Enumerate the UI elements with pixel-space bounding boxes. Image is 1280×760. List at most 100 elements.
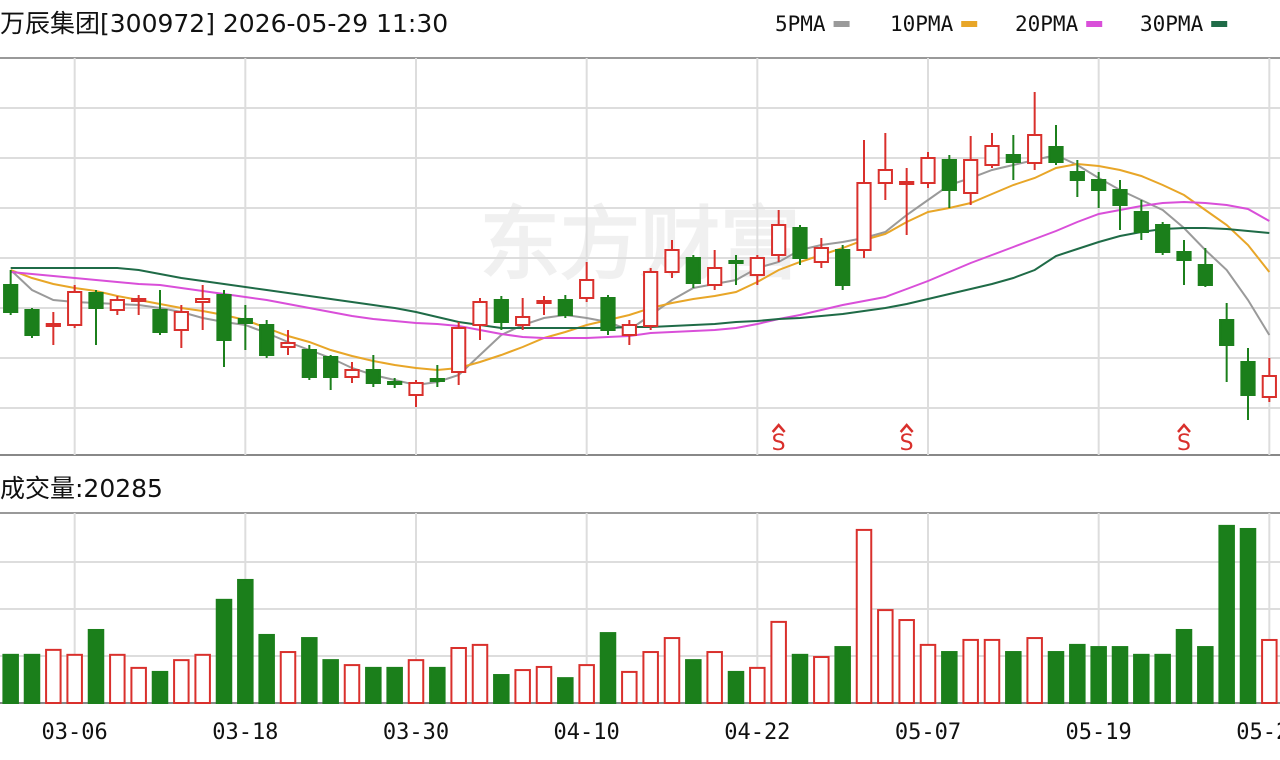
candle-body	[472, 301, 488, 326]
candle-body	[557, 299, 573, 316]
signal-arrow	[1177, 423, 1191, 433]
volume-bar	[471, 643, 489, 705]
volume-bar	[1005, 651, 1022, 705]
volume-bar	[1154, 653, 1171, 705]
volume-bar	[365, 666, 382, 704]
volume-bar	[1197, 646, 1214, 704]
candle-body	[515, 316, 531, 326]
legend-label: 20PMA	[1015, 12, 1079, 36]
candle-body	[835, 249, 851, 286]
volume-bar	[770, 620, 787, 705]
candle-body	[387, 381, 403, 385]
candle-body	[984, 145, 1000, 166]
candle-body	[152, 309, 168, 333]
candle-body	[1176, 251, 1192, 261]
x-tick-label: 05-19	[1066, 720, 1132, 745]
candle-body	[323, 356, 339, 378]
x-tick-label: 04-10	[554, 720, 620, 745]
chart-title: 万辰集团[300972] 2026-05-29 11:30	[0, 9, 448, 38]
volume-title: 成交量:20285	[0, 474, 163, 503]
candle-body	[1027, 134, 1043, 164]
volume-bar	[279, 651, 297, 705]
volume-bar	[962, 638, 979, 704]
volume-bar	[87, 628, 105, 705]
candle-body	[941, 159, 957, 191]
candle-body	[1261, 375, 1277, 398]
candle-body	[3, 284, 19, 313]
volume-bar	[663, 637, 681, 705]
candle-body	[899, 181, 915, 185]
candle-body	[1048, 146, 1064, 163]
volume-bar	[1090, 646, 1107, 704]
volume-bar	[151, 670, 169, 704]
volume-bar	[834, 646, 851, 704]
candle-body	[1069, 171, 1085, 181]
volume-bar	[514, 669, 531, 704]
candle-body	[685, 257, 701, 284]
candle-body	[237, 318, 253, 324]
volume-bar	[983, 638, 1001, 704]
volume-bar	[706, 651, 723, 705]
candle-body	[259, 324, 275, 356]
candle-body	[749, 257, 765, 276]
candle-body	[365, 369, 381, 384]
volume-bar	[877, 609, 894, 704]
volume-bar	[130, 666, 147, 704]
signal-arrow	[899, 423, 914, 433]
volume-bar	[1133, 653, 1150, 705]
legend-swatch	[833, 21, 850, 27]
volume-bar	[237, 578, 254, 704]
volume-bar	[1218, 524, 1235, 704]
x-tick-label: 04-22	[724, 720, 790, 745]
volume-bar	[685, 659, 702, 705]
candle-body	[195, 298, 211, 303]
signal-arrow	[771, 423, 786, 433]
candle-body	[493, 299, 509, 323]
candle-body	[24, 309, 40, 336]
candle-body	[600, 297, 616, 331]
candle-body	[109, 299, 125, 311]
candle-body	[88, 292, 104, 309]
ma-line	[10, 200, 1270, 339]
candle-body	[280, 342, 296, 348]
candle-body	[707, 267, 723, 286]
volume-bar	[1261, 638, 1278, 705]
candle-body	[856, 182, 872, 251]
volume-bar	[813, 656, 830, 704]
volume-bar	[941, 651, 958, 705]
candle-body	[1005, 154, 1021, 163]
volume-bar	[109, 653, 126, 705]
candle-body	[131, 298, 147, 302]
volume-bar	[1175, 628, 1193, 705]
legend-swatch	[1211, 21, 1228, 27]
candle-body	[579, 279, 595, 299]
volume-bar	[919, 643, 937, 705]
volume-bar	[621, 670, 638, 704]
volume-bar	[1239, 527, 1257, 704]
volume-bar	[557, 677, 574, 705]
ma-line	[10, 227, 1270, 329]
volume-bar	[66, 653, 83, 705]
candle-body	[621, 324, 637, 336]
volume-bar	[215, 598, 233, 705]
candle-body	[728, 260, 744, 264]
volume-bar	[599, 632, 617, 704]
candle-body	[643, 271, 659, 327]
candle-body	[344, 369, 360, 378]
volume-bar	[429, 666, 446, 704]
volume-bar	[343, 664, 361, 704]
x-tick-label: 05-29	[1236, 720, 1280, 745]
volume-bar	[493, 674, 510, 705]
x-tick-label: 03-18	[212, 720, 278, 745]
x-tick-label: 05-07	[895, 720, 961, 745]
volume-bar	[322, 659, 339, 705]
candle-body	[67, 291, 83, 326]
candle-body	[408, 382, 424, 396]
candle-body	[216, 294, 232, 341]
x-tick-label: 03-30	[383, 720, 449, 745]
candle-body	[1155, 224, 1171, 253]
volume-bar	[855, 528, 873, 705]
candle-body	[664, 249, 680, 273]
volume-bar	[727, 670, 745, 704]
